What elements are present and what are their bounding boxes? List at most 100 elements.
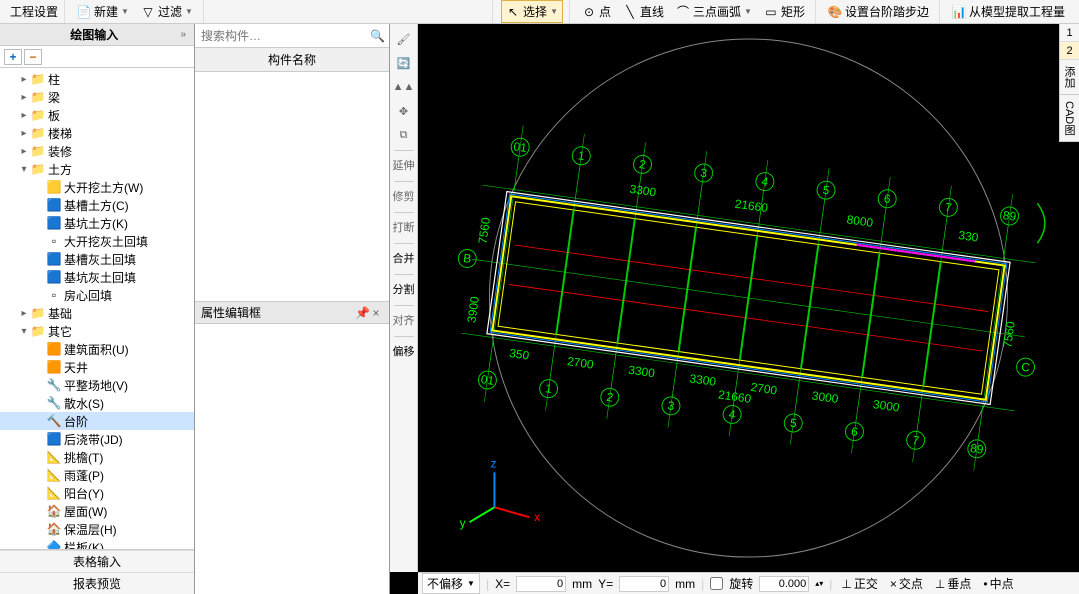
- expand-collapse-bar: + −: [0, 46, 194, 68]
- tree-item[interactable]: 🟧建筑面积(U): [0, 340, 194, 358]
- add-tab[interactable]: 添加: [1060, 60, 1079, 95]
- x-label: X=: [495, 577, 510, 591]
- rotate-checkbox[interactable]: [710, 577, 723, 590]
- top-toolbar: 工程设置 📄 新建 ▼ ▽ 过滤 ▼ ↖ 选择 ▼ ⊙ 点 ╲ 直线 ⌒: [0, 0, 1079, 24]
- drawing-panel: 🖌 🔄 ▲▲ ✥ ⧉ 延伸 修剪 打断 合并 分割 对齐 偏移 x y z 01…: [390, 24, 1079, 594]
- svg-text:21660: 21660: [734, 197, 769, 216]
- x-input[interactable]: [516, 576, 566, 592]
- tree-item[interactable]: 🟦基坑土方(K): [0, 214, 194, 232]
- drawing-canvas[interactable]: x y z 0112345678901123456789BC3502700330…: [418, 24, 1079, 572]
- property-panel-body[interactable]: [195, 324, 389, 594]
- extract-icon: 📊: [952, 5, 966, 19]
- mirror-tool-icon[interactable]: ▲▲: [392, 76, 416, 98]
- tree-item[interactable]: ▸📁楼梯: [0, 124, 194, 142]
- far-right-panel: 1 2 添加 CAD图: [1059, 24, 1079, 142]
- filter-icon: ▽: [141, 5, 155, 19]
- tree-item[interactable]: ▫房心回填: [0, 286, 194, 304]
- line-icon: ╲: [623, 5, 637, 19]
- tree-item[interactable]: 🔧平整场地(V): [0, 376, 194, 394]
- offset-mode-dropdown[interactable]: 不偏移▼: [422, 573, 480, 594]
- tree-item[interactable]: ▸📁板: [0, 106, 194, 124]
- expand-all-button[interactable]: +: [4, 49, 22, 65]
- break-button[interactable]: 打断: [392, 217, 416, 239]
- svg-text:2700: 2700: [566, 354, 595, 372]
- expand-icon[interactable]: »: [180, 29, 186, 40]
- search-input[interactable]: [199, 27, 370, 45]
- svg-text:y: y: [460, 516, 466, 530]
- arc-tool-button[interactable]: ⌒ 三点画弧 ▼: [672, 1, 756, 22]
- tree-item[interactable]: ▾📁其它: [0, 322, 194, 340]
- rotate-input[interactable]: [759, 576, 809, 592]
- tree-item[interactable]: ▸📁装修: [0, 142, 194, 160]
- row-1[interactable]: 1: [1060, 24, 1079, 42]
- tree-item[interactable]: 🔨台阶: [0, 412, 194, 430]
- tree-item[interactable]: 📐雨蓬(P): [0, 466, 194, 484]
- tree-item[interactable]: 🟨大开挖土方(W): [0, 178, 194, 196]
- new-button[interactable]: 📄 新建 ▼: [73, 1, 133, 22]
- y-input[interactable]: [619, 576, 669, 592]
- cursor-icon: ↖: [506, 5, 520, 19]
- brush-tool-icon[interactable]: 🖌: [392, 28, 416, 50]
- svg-text:4: 4: [761, 174, 770, 189]
- svg-text:7: 7: [911, 433, 920, 448]
- tree-item[interactable]: 🟧天井: [0, 358, 194, 376]
- pin-icon[interactable]: 📌: [355, 306, 369, 320]
- tree-item[interactable]: 🔧散水(S): [0, 394, 194, 412]
- tree-item[interactable]: 🟦基坑灰土回填: [0, 268, 194, 286]
- step-icon: 🎨: [828, 5, 842, 19]
- chevron-down-icon: ▼: [121, 7, 129, 16]
- rotate-tool-icon[interactable]: 🔄: [392, 52, 416, 74]
- tree-item[interactable]: 🟦基槽土方(C): [0, 196, 194, 214]
- collapse-all-button[interactable]: −: [24, 49, 42, 65]
- tree-item[interactable]: 🏠屋面(W): [0, 502, 194, 520]
- tree-item[interactable]: ▸📁梁: [0, 88, 194, 106]
- tree-item[interactable]: ▸📁柱: [0, 70, 194, 88]
- filter-button[interactable]: ▽ 过滤 ▼: [137, 1, 197, 22]
- step-edge-button[interactable]: 🎨 设置台阶踏步边: [824, 1, 933, 22]
- tree-item[interactable]: 📐挑檐(T): [0, 448, 194, 466]
- extend-button[interactable]: 延伸: [392, 155, 416, 177]
- offset-button[interactable]: 偏移: [392, 341, 416, 363]
- arc-icon: ⌒: [676, 5, 690, 19]
- search-bar: 🔍: [195, 24, 389, 48]
- tree-item[interactable]: 📐阳台(Y): [0, 484, 194, 502]
- vertical-toolbar: 🖌 🔄 ▲▲ ✥ ⧉ 延伸 修剪 打断 合并 分割 对齐 偏移: [390, 24, 418, 572]
- copy-tool-icon[interactable]: ⧉: [392, 124, 416, 146]
- tree-item[interactable]: 🏠保温层(H): [0, 520, 194, 538]
- tree-item[interactable]: ▫大开挖灰土回填: [0, 232, 194, 250]
- tree-item[interactable]: 🟦基槽灰土回填: [0, 250, 194, 268]
- move-tool-icon[interactable]: ✥: [392, 100, 416, 122]
- component-tree[interactable]: ▸📁柱▸📁梁▸📁板▸📁楼梯▸📁装修▾📁土方🟨大开挖土方(W)🟦基槽土方(C)🟦基…: [0, 68, 194, 549]
- report-preview-tab[interactable]: 报表预览: [0, 572, 194, 594]
- extract-quantity-button[interactable]: 📊 从模型提取工程量: [948, 1, 1069, 22]
- component-list[interactable]: [195, 72, 389, 302]
- intersection-snap-button[interactable]: ×交点: [887, 575, 926, 592]
- svg-text:1: 1: [577, 148, 586, 163]
- point-tool-button[interactable]: ⊙ 点: [578, 1, 615, 22]
- tree-item[interactable]: ▾📁土方: [0, 160, 194, 178]
- tree-item[interactable]: 🔷栏板(K): [0, 538, 194, 549]
- line-tool-button[interactable]: ╲ 直线: [619, 1, 668, 22]
- midpoint-snap-button[interactable]: •中点: [980, 575, 1016, 592]
- tree-item[interactable]: 🟦后浇带(JD): [0, 430, 194, 448]
- search-icon[interactable]: 🔍: [370, 29, 385, 43]
- perpendicular-snap-button[interactable]: ⊥垂点: [932, 575, 974, 592]
- cad-tab[interactable]: CAD图: [1060, 95, 1079, 142]
- merge-button[interactable]: 合并: [392, 248, 416, 270]
- trim-button[interactable]: 修剪: [392, 186, 416, 208]
- rotate-spinner[interactable]: ▴▾: [815, 579, 823, 588]
- close-icon[interactable]: ×: [369, 306, 383, 320]
- svg-text:21660: 21660: [717, 387, 752, 406]
- row-2[interactable]: 2: [1060, 42, 1079, 60]
- tree-item[interactable]: ▸📁基础: [0, 304, 194, 322]
- left-panel-header: 绘图输入 »: [0, 24, 194, 46]
- project-settings-label: 工程设置: [10, 3, 58, 20]
- svg-text:2: 2: [638, 157, 647, 172]
- ortho-button[interactable]: ⊥正交: [838, 575, 880, 592]
- svg-text:5: 5: [789, 416, 798, 431]
- table-input-tab[interactable]: 表格输入: [0, 550, 194, 572]
- align-button[interactable]: 对齐: [392, 310, 416, 332]
- split-button[interactable]: 分割: [392, 279, 416, 301]
- rect-tool-button[interactable]: ▭ 矩形: [760, 1, 809, 22]
- select-tool-button[interactable]: ↖ 选择 ▼: [501, 0, 563, 23]
